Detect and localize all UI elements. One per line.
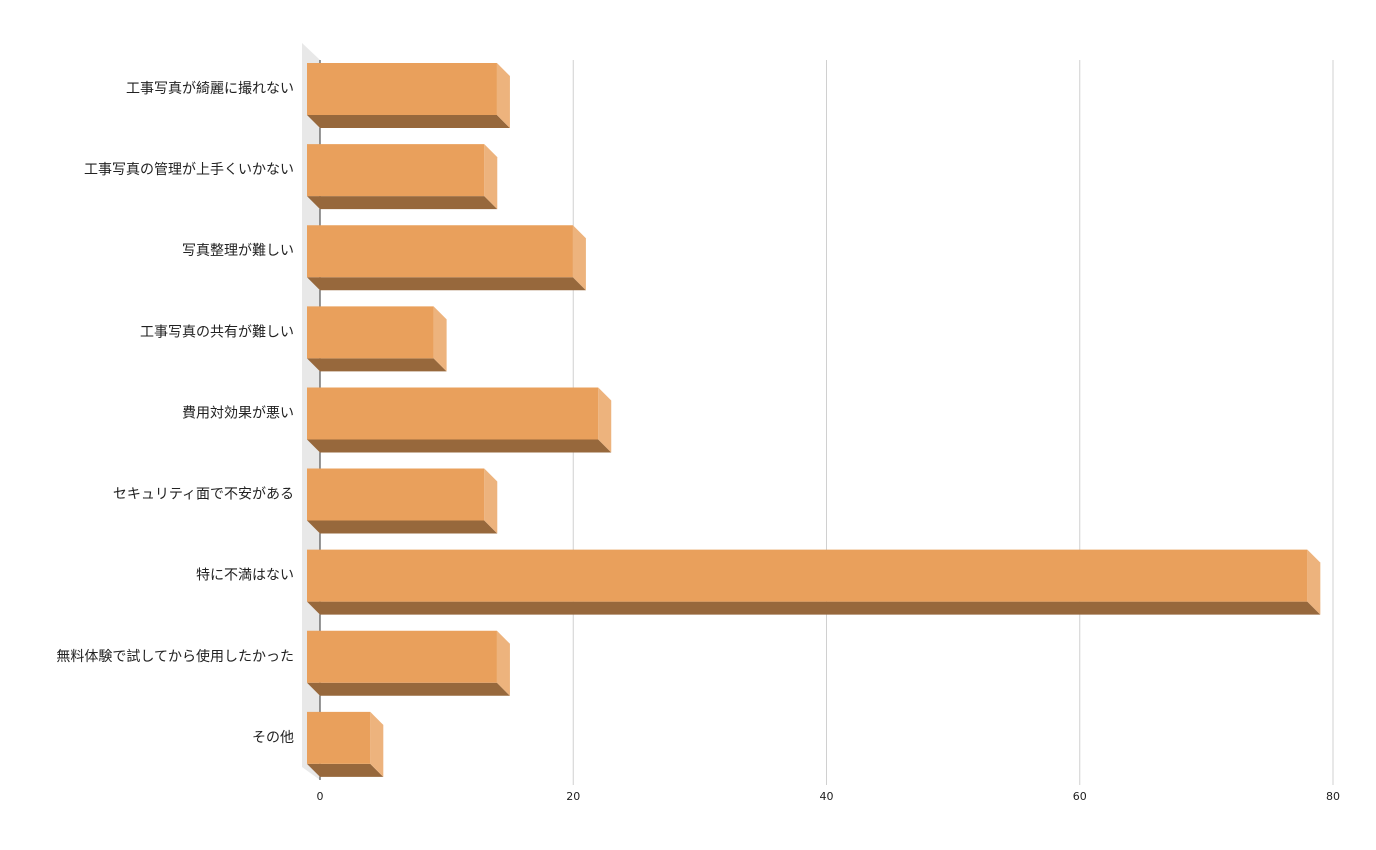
y-tick-label: 工事写真が綺麗に撮れない <box>126 80 294 97</box>
bar-face <box>307 630 497 683</box>
bar-face <box>433 306 447 372</box>
bar-face <box>484 468 498 534</box>
bar <box>307 387 612 453</box>
bar-face <box>307 682 510 696</box>
bar-face <box>370 711 384 777</box>
bar-face <box>307 711 371 764</box>
bar-face <box>307 439 612 453</box>
y-tick-label: 特に不満はない <box>196 568 294 584</box>
y-tick-label: 工事写真の管理が上手くいかない <box>84 162 294 178</box>
bar-face <box>598 387 612 453</box>
bar-face <box>307 115 510 128</box>
bar-face <box>307 225 573 278</box>
bar <box>307 306 447 372</box>
bar-face <box>484 144 498 210</box>
bar <box>307 225 586 291</box>
x-tick-label: 40 <box>820 790 834 803</box>
bar-face <box>307 549 1308 602</box>
bar-face <box>1307 549 1321 615</box>
bar-face <box>307 196 498 210</box>
bar <box>307 468 498 534</box>
bar <box>307 711 384 777</box>
y-tick-label: 工事写真の共有が難しい <box>140 324 294 340</box>
y-tick-label: 費用対効果が悪い <box>182 405 294 421</box>
bar <box>307 63 510 128</box>
x-tick-label: 0 <box>317 790 324 803</box>
bar <box>307 630 510 696</box>
bar-face <box>307 520 498 534</box>
bar-face <box>307 387 599 440</box>
bar-face <box>307 468 485 521</box>
bar-face <box>307 306 434 359</box>
y-tick-label: 無料体験で試してから使用したかった <box>56 648 294 665</box>
bar <box>307 144 498 210</box>
bar-face <box>307 144 485 197</box>
bar-face <box>572 225 586 291</box>
y-tick-label: 写真整理が難しい <box>182 243 294 259</box>
y-tick-label: セキュリティ面で不安がある <box>113 487 294 503</box>
bar-face <box>307 601 1321 615</box>
x-tick-label: 20 <box>566 790 580 803</box>
y-tick-label: その他 <box>252 730 294 746</box>
bar-face <box>496 630 510 696</box>
bar <box>307 549 1321 615</box>
x-tick-label: 80 <box>1326 790 1340 803</box>
bar-face <box>307 277 586 291</box>
bar-face <box>307 63 497 115</box>
bar-face <box>496 63 510 128</box>
x-tick-label: 60 <box>1073 790 1087 803</box>
bar-face <box>307 763 384 777</box>
bar-face <box>307 358 447 372</box>
